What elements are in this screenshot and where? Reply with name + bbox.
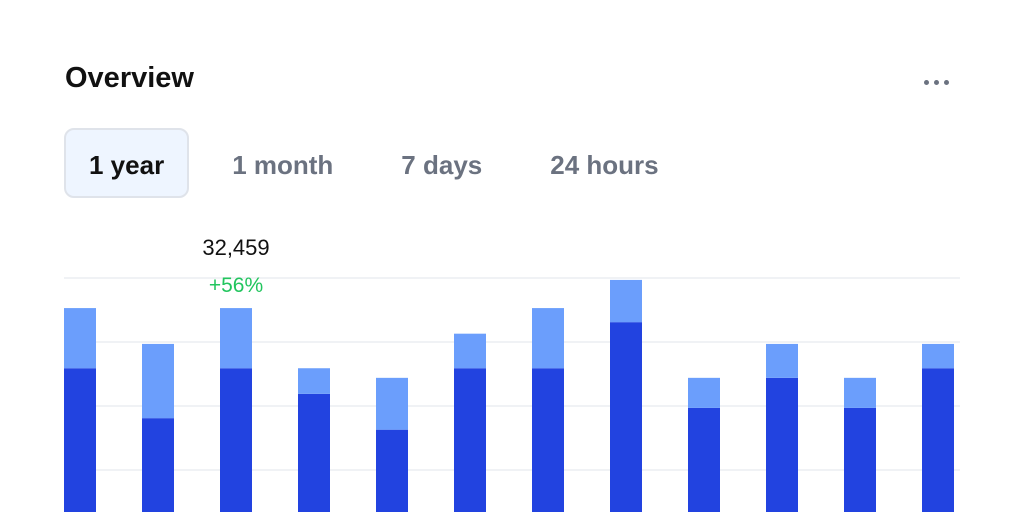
- card-title: Overview: [65, 62, 194, 94]
- annotation-value: 32,459: [202, 235, 269, 260]
- bar-segment: [922, 368, 954, 512]
- bar-segment: [220, 308, 252, 369]
- bar-segment: [766, 377, 798, 512]
- annotation-change: +56%: [209, 274, 263, 297]
- tab[interactable]: 1 month: [232, 150, 334, 180]
- bar-segment: [220, 368, 252, 512]
- bar-segment: [142, 343, 174, 419]
- bar-segment: [844, 407, 876, 512]
- bar-segment: [142, 418, 174, 512]
- bar-segment: [454, 333, 486, 369]
- more-menu[interactable]: [924, 80, 949, 85]
- bar-segment: [298, 368, 330, 394]
- bar-segment: [766, 343, 798, 378]
- bar-segment: [376, 377, 408, 430]
- bar-segment: [610, 322, 642, 512]
- bar-segment: [610, 279, 642, 323]
- bar-segment: [64, 308, 96, 369]
- bar-segment: [454, 368, 486, 512]
- bar-segment: [298, 393, 330, 512]
- tab-bar: 1 year 1 month 7 days 24 hours: [64, 128, 702, 198]
- bar-segment: [688, 377, 720, 408]
- bar-segment: [376, 429, 408, 512]
- bar-segment: [532, 368, 564, 512]
- bar-segment: [688, 407, 720, 512]
- tab[interactable]: 1 year: [64, 128, 190, 198]
- bar-segment: [844, 377, 876, 408]
- bar-segment: [922, 343, 954, 369]
- tab[interactable]: 7 days: [401, 150, 483, 180]
- bar-segment: [64, 368, 96, 512]
- tab[interactable]: 24 hours: [550, 150, 659, 180]
- bar-segment: [532, 308, 564, 369]
